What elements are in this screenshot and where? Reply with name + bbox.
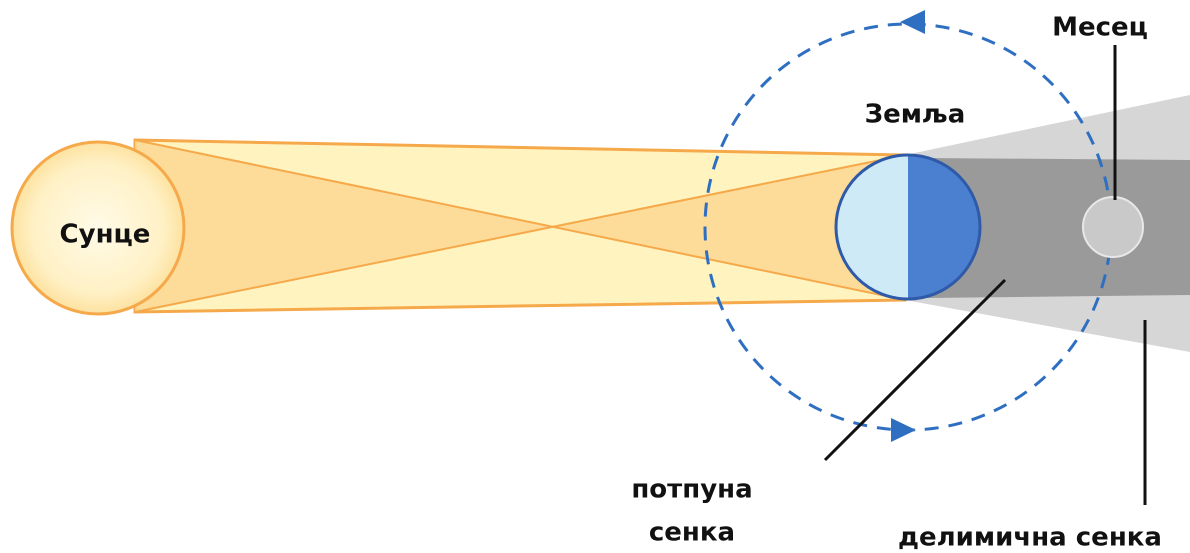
earth-label: Земља [865,100,966,130]
orbit-arrow [900,10,925,34]
sun-label: Сунце [60,220,151,250]
leader-line [825,280,1005,460]
eclipse-diagram: Сунце Земља Месец потпуна сенка делимичн… [0,0,1190,553]
umbra-label: сенка [649,518,735,548]
moon-label: Месец [1052,13,1148,43]
moon [1083,197,1143,257]
penumbra-label: делимична сенка [898,523,1162,553]
orbit-arrow [891,418,916,442]
umbra-label: потпуна [631,475,752,505]
